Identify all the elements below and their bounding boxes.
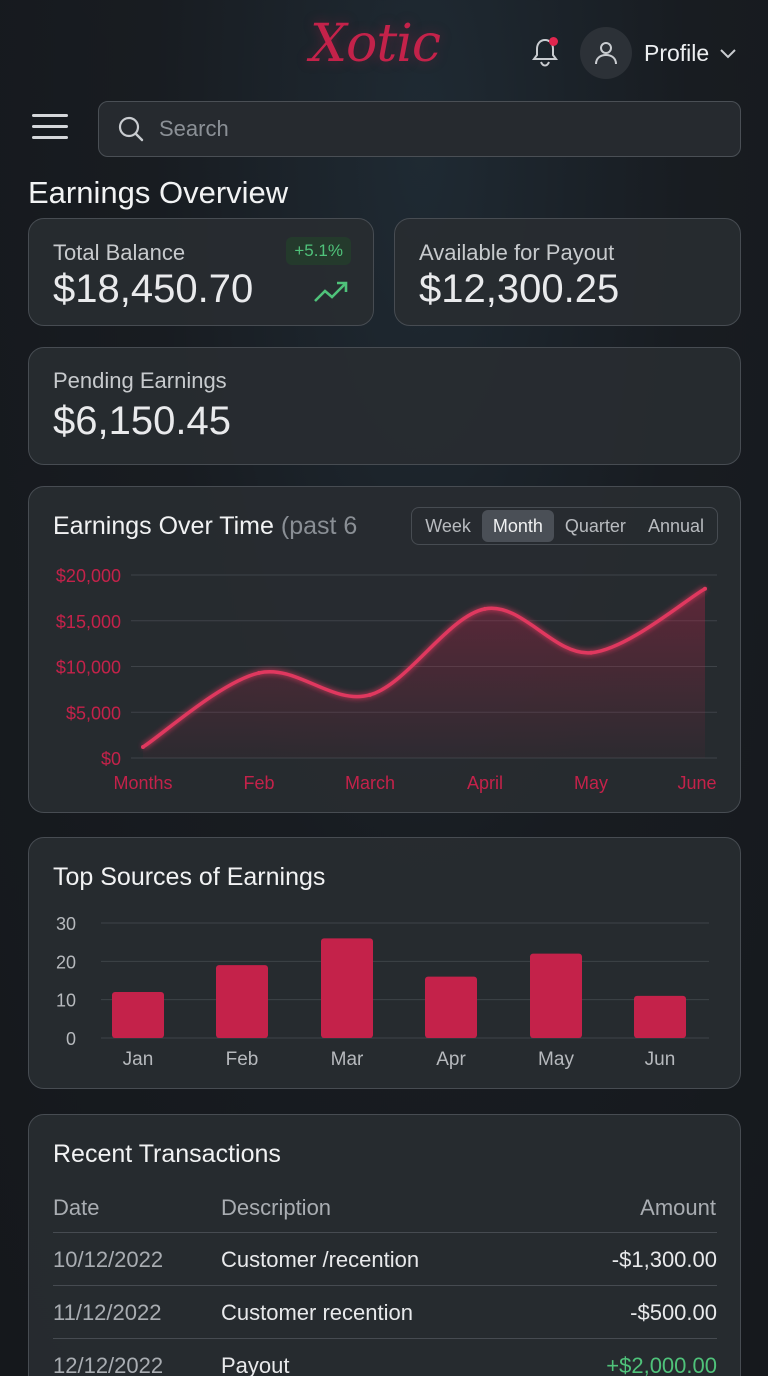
page-title: Earnings Overview: [28, 175, 289, 210]
column-amount: Amount: [640, 1195, 716, 1220]
x-tick-label: May: [538, 1049, 574, 1070]
period-quarter-button[interactable]: Quarter: [564, 515, 626, 536]
transaction-amount: -$500.00: [630, 1300, 717, 1325]
table-row[interactable]: 10/12/2022 Customer /recention -$1,300.00: [53, 1232, 717, 1286]
y-tick-label: 10: [56, 991, 76, 1011]
y-tick-label: $20,000: [56, 566, 121, 586]
earnings-chart-title: Earnings Over Time (past 6: [53, 512, 358, 540]
transaction-date: 11/12/2022: [53, 1300, 162, 1325]
bar-feb[interactable]: [216, 965, 268, 1038]
table-row[interactable]: 12/12/2022 Payout +$2,000.00: [53, 1338, 717, 1376]
chevron-down-icon: [720, 49, 736, 59]
total-balance-value: $18,450.70: [53, 267, 254, 311]
y-tick-label: 20: [56, 952, 76, 972]
data-point: [483, 606, 487, 611]
x-tick-label: Mar: [331, 1049, 364, 1070]
total-balance-card: Total Balance $18,450.70 +5.1%: [28, 218, 374, 326]
profile-label: Profile: [644, 39, 710, 66]
menu-icon[interactable]: [32, 114, 68, 144]
data-point: [368, 692, 372, 697]
y-tick-label: $5,000: [66, 703, 121, 723]
search-icon: [118, 116, 144, 142]
bar-jun[interactable]: [634, 995, 686, 1038]
transaction-description: Customer recention: [221, 1300, 413, 1325]
data-point: [703, 586, 707, 591]
total-balance-label: Total Balance: [53, 240, 186, 265]
sources-chart-title: Top Sources of Earnings: [53, 863, 326, 891]
earnings-chart-card: Earnings Over Time (past 6 Week Month Quar…: [28, 486, 741, 813]
user-icon: [595, 42, 617, 65]
data-point: [257, 670, 261, 675]
period-selector: Week Month Quarter Annual: [411, 507, 718, 545]
available-payout-label: Available for Payout: [419, 240, 615, 265]
data-point: [141, 745, 145, 750]
pending-earnings-card: Pending Earnings $6,150.45: [28, 347, 741, 465]
earnings-line: [142, 587, 706, 749]
period-month-button[interactable]: Month: [481, 510, 554, 542]
transaction-amount: -$1,300.00: [611, 1247, 717, 1272]
bar-may[interactable]: [530, 953, 582, 1038]
x-tick-label: Jun: [645, 1049, 676, 1070]
table-row[interactable]: 11/12/2022 Customer recention -$500.00: [53, 1285, 717, 1339]
x-tick-label: Jan: [123, 1049, 154, 1070]
notification-dot: [549, 37, 558, 46]
trend-up-icon: [314, 281, 348, 302]
x-tick-label: May: [574, 773, 608, 793]
earnings-chart-subtitle: (past 6: [280, 512, 358, 540]
transactions-card: Recent Transactions Date Description Amo…: [28, 1114, 741, 1376]
x-tick-label: Feb: [243, 773, 274, 793]
sources-chart-card: Top Sources of Earnings 0 10 20 30 Jan Feb Mar…: [28, 837, 741, 1089]
search-input[interactable]: [159, 116, 719, 142]
y-tick-label: $0: [101, 749, 121, 769]
transaction-description: Payout: [221, 1353, 290, 1376]
column-date: Date: [53, 1195, 100, 1220]
x-tick-label: Months: [113, 773, 172, 793]
transaction-date: 10/12/2022: [53, 1247, 164, 1272]
search-bar: [98, 101, 741, 157]
notifications-button[interactable]: [530, 36, 560, 68]
avatar: [580, 27, 632, 79]
balance-change-badge: +5.1%: [286, 237, 351, 265]
profile-menu[interactable]: Profile: [580, 26, 737, 80]
transactions-title: Recent Transactions: [53, 1140, 281, 1168]
x-tick-label: June: [677, 773, 716, 793]
transaction-date: 12/12/2022: [53, 1353, 164, 1376]
earnings-area: [143, 588, 705, 758]
available-payout-value: $12,300.25: [419, 267, 620, 311]
y-tick-label: 0: [66, 1029, 76, 1049]
available-payout-card: Available for Payout $12,300.25: [394, 218, 741, 326]
sources-bar-chart: 0 10 20 30 Jan Feb Mar Apr May Jun: [56, 914, 709, 1070]
transaction-amount: +$2,000.00: [606, 1353, 717, 1376]
x-tick-label: Apr: [436, 1049, 466, 1070]
column-description: Description: [221, 1195, 332, 1220]
x-tick-label: April: [467, 773, 503, 793]
period-annual-button[interactable]: Annual: [647, 515, 704, 536]
bar-apr[interactable]: [425, 976, 477, 1038]
bar-jan[interactable]: [112, 992, 164, 1038]
transaction-description: Customer /recention: [221, 1247, 420, 1272]
x-tick-label: March: [345, 773, 395, 793]
period-week-button[interactable]: Week: [425, 515, 471, 536]
y-tick-label: $10,000: [56, 658, 121, 678]
data-point: [589, 650, 593, 655]
pending-earnings-label: Pending Earnings: [53, 368, 227, 393]
app-logo: Xotic: [310, 14, 441, 74]
bar-mar[interactable]: [321, 938, 373, 1038]
pending-earnings-value: $6,150.45: [53, 399, 231, 443]
top-bar: Xotic Profile: [0, 0, 768, 100]
x-tick-label: Feb: [226, 1049, 259, 1070]
y-tick-label: $15,000: [56, 612, 121, 632]
y-tick-label: 30: [56, 914, 76, 934]
